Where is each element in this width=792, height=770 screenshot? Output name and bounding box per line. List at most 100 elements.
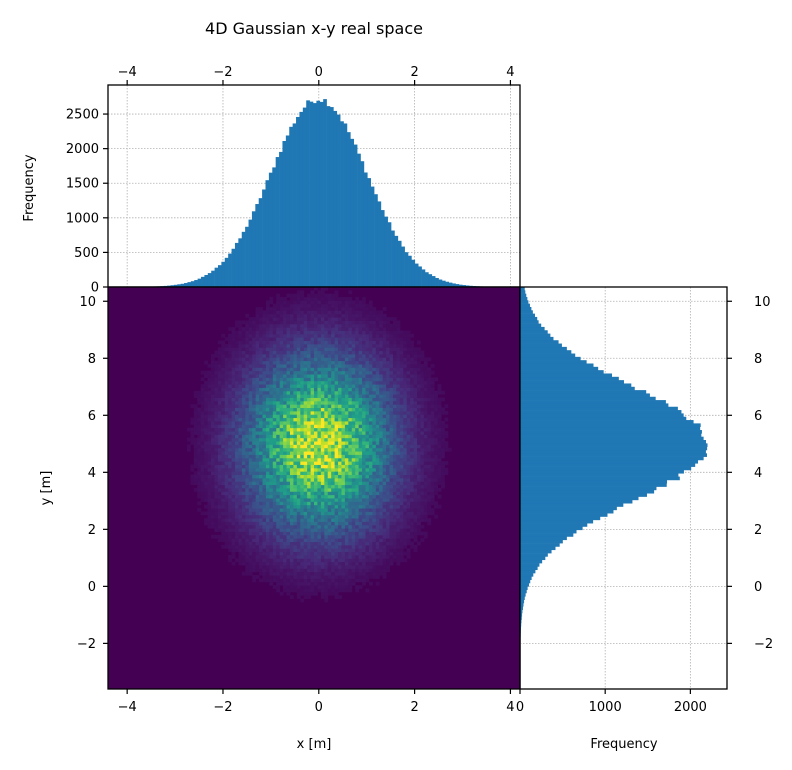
heatmap-cell xyxy=(279,441,284,445)
heatmap-cell xyxy=(211,437,215,442)
heatmap-cell xyxy=(372,534,377,539)
heatmap-cell xyxy=(200,427,205,432)
heatmap-cell xyxy=(351,370,356,375)
heatmap-cell xyxy=(423,397,428,402)
heatmap-cell xyxy=(269,350,274,355)
heatmap-cell xyxy=(252,575,257,579)
heatmap-cell xyxy=(406,481,411,486)
heatmap-cell xyxy=(252,370,257,375)
heatmap-cell xyxy=(410,534,414,539)
heatmap-cell xyxy=(358,410,363,415)
heatmap-cell xyxy=(434,491,438,496)
heatmap-cell xyxy=(238,400,243,405)
heatmap-cell xyxy=(351,441,356,445)
heatmap-cell xyxy=(228,518,232,522)
heatmap-cell xyxy=(300,528,305,532)
heatmap-cell xyxy=(262,541,267,546)
heatmap-cell xyxy=(444,447,449,452)
heatmap-cell xyxy=(392,467,397,472)
heatmap-cell xyxy=(289,467,294,472)
heatmap-cell xyxy=(389,343,394,348)
heatmap-cell xyxy=(420,494,425,499)
heatmap-cell xyxy=(241,357,246,362)
heatmap-cell xyxy=(420,501,425,506)
heatmap-cell xyxy=(358,518,363,522)
heatmap-cell xyxy=(224,488,229,492)
heatmap-cell xyxy=(303,491,308,496)
heatmap-cell xyxy=(262,431,267,435)
heatmap-cell xyxy=(420,407,425,412)
heatmap-cell xyxy=(392,354,397,358)
heatmap-cell xyxy=(207,410,212,415)
heatmap-cell xyxy=(320,437,325,442)
heatmap-cell xyxy=(300,467,305,472)
heatmap-cell xyxy=(276,581,281,586)
heatmap-cell xyxy=(307,534,311,539)
heatmap-cell xyxy=(279,531,284,536)
heatmap-cell xyxy=(375,518,380,522)
heatmap-cell xyxy=(279,367,284,372)
heatmap-cell xyxy=(427,481,432,486)
heatmap-cell xyxy=(293,585,298,589)
heatmap-cell xyxy=(238,350,243,355)
heatmap-cell xyxy=(300,514,305,519)
heatmap-cell xyxy=(265,441,270,445)
heatmap-cell xyxy=(410,447,414,452)
heatmap-cell xyxy=(200,454,205,459)
heatmap-cell xyxy=(331,404,335,408)
heatmap-cell xyxy=(303,531,308,536)
heatmap-cell xyxy=(413,514,418,519)
heatmap-cell xyxy=(241,504,246,509)
top-hist-bar xyxy=(296,116,300,287)
heatmap-cell xyxy=(238,467,243,472)
heatmap-cell xyxy=(417,498,421,502)
heatmap-cell xyxy=(252,518,257,522)
heatmap-cell xyxy=(392,364,397,368)
heatmap-cell xyxy=(248,484,253,489)
heatmap-cell xyxy=(197,451,202,455)
heatmap-cell xyxy=(224,384,229,388)
heatmap-cell xyxy=(368,397,373,402)
heatmap-cell xyxy=(331,481,335,486)
heatmap-cell xyxy=(386,364,390,368)
heatmap-cell xyxy=(341,581,346,586)
heatmap-cell xyxy=(362,521,366,526)
heatmap-cell xyxy=(224,394,229,398)
heatmap-cell xyxy=(197,394,202,398)
heatmap-cell xyxy=(396,528,401,532)
heatmap-cell xyxy=(382,544,387,549)
heatmap-cell xyxy=(413,481,418,486)
heatmap-cell xyxy=(259,471,263,475)
heatmap-cell xyxy=(248,350,253,355)
heatmap-cell xyxy=(317,511,322,516)
heatmap-cell xyxy=(241,464,246,469)
heatmap-cell xyxy=(272,370,277,375)
heatmap-cell xyxy=(303,498,308,502)
heatmap-cell xyxy=(430,498,435,502)
heatmap-cell xyxy=(334,521,339,526)
heatmap-cell xyxy=(283,588,287,593)
heatmap-cell xyxy=(238,340,243,345)
heatmap-cell xyxy=(348,555,353,559)
heatmap-cell xyxy=(413,464,418,469)
heatmap-cell xyxy=(338,343,342,348)
heatmap-cell xyxy=(245,374,250,378)
heatmap-cell xyxy=(286,374,291,378)
heatmap-cell xyxy=(276,558,281,563)
heatmap-cell xyxy=(314,534,318,539)
heatmap-cell xyxy=(238,541,243,546)
heatmap-cell xyxy=(283,488,287,492)
heatmap-cell xyxy=(331,390,335,395)
heatmap-cell xyxy=(286,357,291,362)
heatmap-cell xyxy=(310,444,315,449)
heatmap-cell xyxy=(231,541,236,546)
heatmap-cell xyxy=(224,508,229,512)
heatmap-cell xyxy=(272,347,277,352)
heatmap-cell xyxy=(207,417,212,422)
heatmap-cell xyxy=(392,387,397,392)
heatmap-cell xyxy=(375,508,380,512)
heatmap-cell xyxy=(386,544,390,549)
heatmap-cell xyxy=(365,491,370,496)
heatmap-cell xyxy=(386,461,390,465)
heatmap-cell xyxy=(324,571,329,576)
